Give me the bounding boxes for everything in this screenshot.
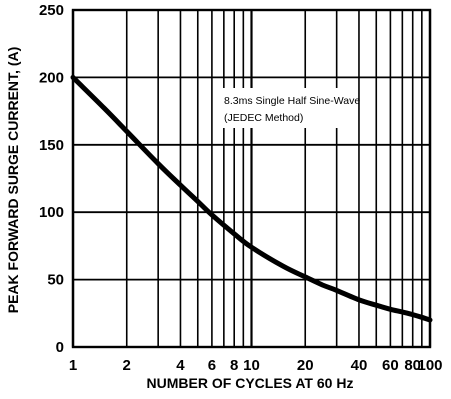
x-tick-label: 100 — [417, 357, 442, 374]
y-axis-label: PEAK FORWARD SURGE CURRENT, (A) — [5, 47, 21, 314]
x-tick-label: 6 — [208, 357, 216, 374]
grid — [71, 8, 432, 349]
series-layer — [70, 74, 433, 323]
x-tick-label: 20 — [297, 357, 314, 374]
x-tick-label: 1 — [69, 357, 77, 374]
annotation-box — [216, 88, 344, 128]
plot-frame — [71, 8, 432, 349]
x-tick-label: 40 — [351, 357, 368, 374]
y-tick-label: 100 — [39, 204, 64, 221]
x-axis-label: NUMBER OF CYCLES AT 60 Hz — [147, 375, 354, 391]
x-tick-label: 10 — [243, 357, 260, 374]
y-tick-label: 50 — [47, 272, 64, 289]
annotation-line-2: (JEDEC Method) — [224, 112, 303, 124]
surge-current-curve — [70, 74, 433, 323]
y-tick-label: 0 — [56, 339, 64, 356]
y-tick-label: 250 — [39, 2, 64, 19]
x-tick-label: 80 — [404, 357, 421, 374]
y-tick-label: 150 — [39, 137, 64, 154]
x-tick-label: 2 — [123, 357, 131, 374]
x-tick-label: 8 — [230, 357, 238, 374]
y-axis-ticks: 0 50 100 150 200 250 — [39, 2, 64, 356]
x-tick-label: 4 — [176, 357, 185, 374]
annotation-line-1: 8.3ms Single Half Sine-Wave — [224, 95, 360, 107]
x-tick-label: 60 — [382, 357, 399, 374]
y-tick-label: 200 — [39, 69, 64, 86]
